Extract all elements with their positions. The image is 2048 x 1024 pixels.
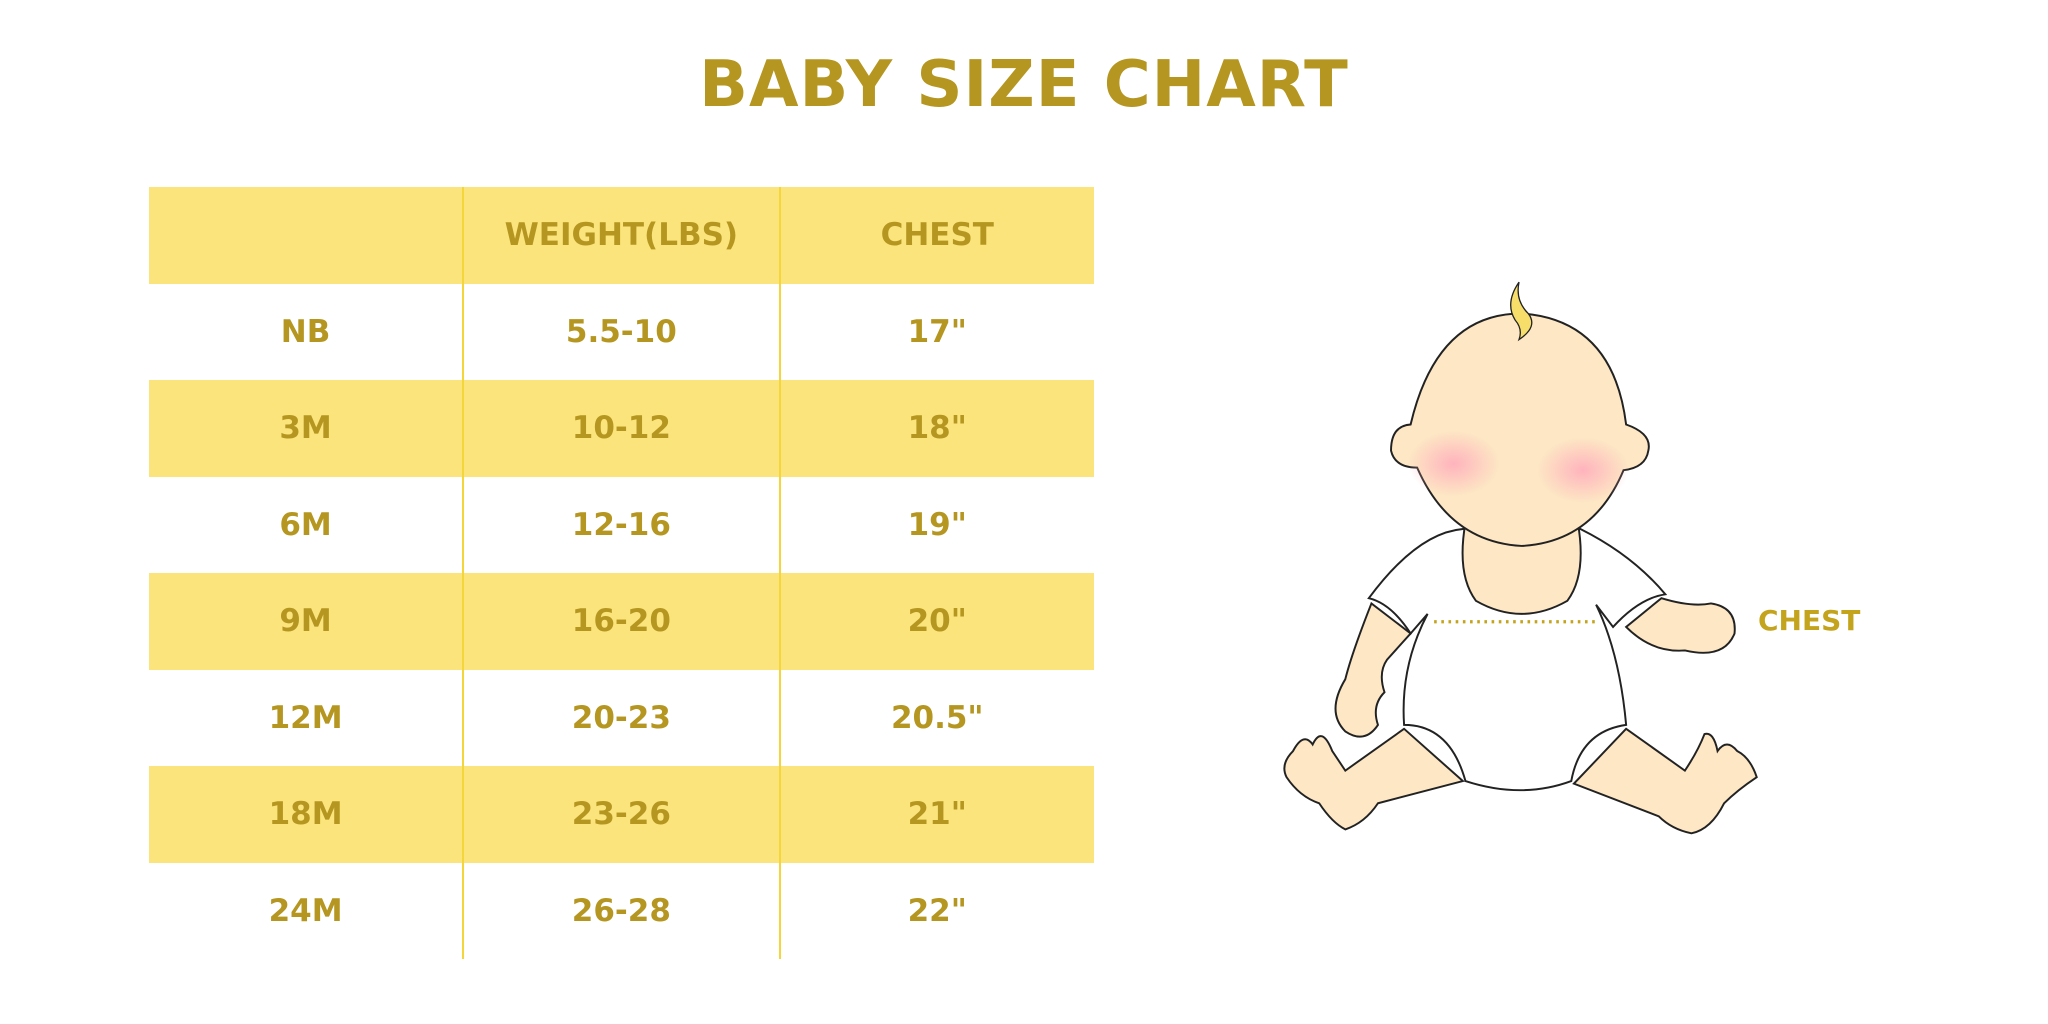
size-table: WEIGHT(LBS) CHEST NB 5.5-10 17" 3M 10-12…	[149, 187, 1094, 959]
chest-cell: 18"	[778, 380, 1094, 477]
header-cell: CHEST	[778, 187, 1094, 284]
table-row: 12M 20-23 20.5"	[149, 669, 1094, 766]
chest-cell: 20.5"	[778, 669, 1094, 766]
table-row: 9M 16-20 20"	[149, 573, 1094, 670]
weight-cell: 12-16	[462, 476, 780, 573]
table-row: 6M 12-16 19"	[149, 476, 1094, 573]
weight-cell: 10-12	[462, 380, 780, 477]
table-row: 18M 23-26 21"	[149, 766, 1094, 863]
weight-cell: 16-20	[462, 573, 780, 670]
chest-measure-label: CHEST	[1758, 604, 1861, 637]
chest-cell: 17"	[778, 283, 1094, 380]
size-cell: 18M	[149, 766, 464, 863]
table-row: 3M 10-12 18"	[149, 380, 1094, 477]
table-header-row: WEIGHT(LBS) CHEST	[149, 187, 1094, 284]
header-cell	[149, 187, 464, 284]
size-cell: 12M	[268, 699, 343, 736]
weight-cell: 26-28	[462, 862, 780, 959]
size-cell: 6M	[279, 506, 332, 543]
table-row: 24M 26-28 22"	[149, 862, 1094, 959]
size-cell: NB	[280, 313, 331, 350]
table-row: NB 5.5-10 17"	[149, 283, 1094, 380]
chest-cell: 19"	[778, 476, 1094, 573]
weight-cell: 23-26	[462, 766, 780, 863]
size-cell: 24M	[268, 892, 343, 929]
chest-cell: 22"	[778, 862, 1094, 959]
chest-cell: 20"	[778, 573, 1094, 670]
weight-cell: 5.5-10	[462, 283, 780, 380]
page-title: BABY SIZE CHART	[699, 48, 1349, 122]
weight-cell: 20-23	[462, 669, 780, 766]
chest-cell: 21"	[778, 766, 1094, 863]
size-cell: 3M	[149, 380, 464, 477]
size-cell: 9M	[149, 573, 464, 670]
header-cell: WEIGHT(LBS)	[462, 187, 780, 284]
